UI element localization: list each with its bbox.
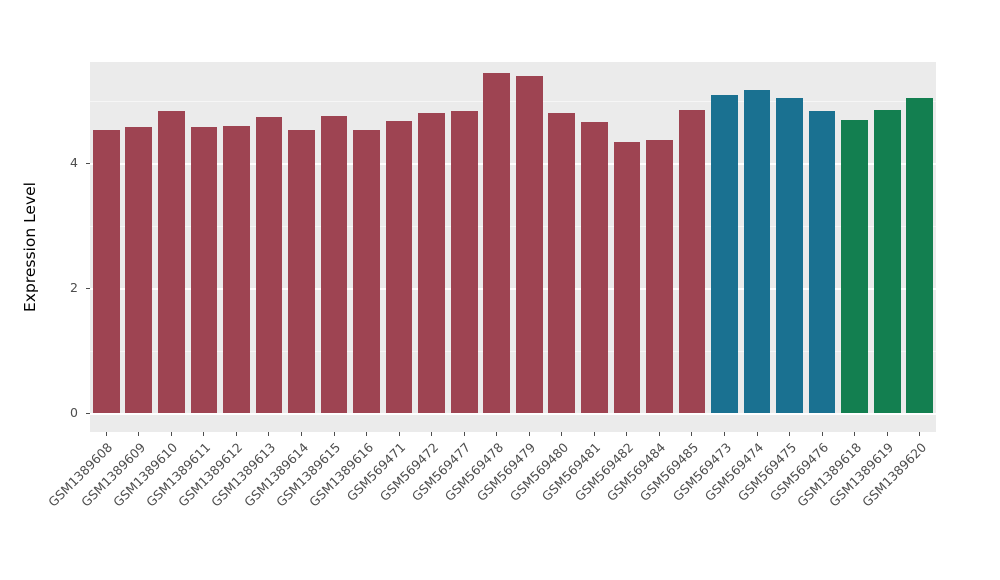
chart-bar bbox=[548, 113, 576, 414]
chart-bar bbox=[873, 110, 901, 414]
y-tick-label: 0 bbox=[70, 405, 78, 420]
chart-bar bbox=[92, 129, 120, 414]
chart-bar bbox=[808, 111, 836, 414]
chart-bar bbox=[515, 76, 543, 414]
chart-bar bbox=[776, 98, 803, 414]
x-tick-mark bbox=[398, 432, 400, 436]
x-axis: GSM1389608 GSM1389609 GSM1389610 GSM1389611… bbox=[45, 432, 936, 580]
chart-bar bbox=[158, 111, 185, 414]
x-tick-mark bbox=[854, 432, 856, 436]
x-tick-mark bbox=[528, 432, 530, 436]
chart-bar bbox=[743, 89, 771, 414]
chart-bar bbox=[646, 140, 673, 414]
x-tick-mark bbox=[105, 432, 107, 436]
chart-bar bbox=[190, 127, 218, 414]
x-tick-mark bbox=[561, 432, 563, 436]
chart-bar bbox=[385, 121, 413, 414]
x-tick-mark bbox=[463, 432, 465, 436]
chart-bar bbox=[223, 126, 250, 414]
plot-panel bbox=[90, 62, 936, 432]
chart-bar bbox=[418, 113, 445, 414]
x-tick-mark bbox=[203, 432, 205, 436]
x-tick-mark bbox=[366, 432, 368, 436]
chart-bar bbox=[678, 109, 706, 414]
chart-bar bbox=[613, 142, 641, 414]
chart-bar bbox=[581, 122, 608, 414]
x-tick-mark bbox=[789, 432, 791, 436]
major-gridline bbox=[90, 163, 936, 165]
y-tick-label: 4 bbox=[70, 155, 78, 170]
chart-bar bbox=[320, 116, 348, 414]
chart-bar bbox=[711, 94, 738, 414]
major-gridline bbox=[90, 288, 936, 290]
x-tick-mark bbox=[268, 432, 270, 436]
x-tick-mark bbox=[626, 432, 628, 436]
y-tick-mark bbox=[86, 287, 90, 289]
chart-bar bbox=[483, 73, 511, 414]
chart-bar bbox=[841, 120, 868, 414]
minor-gridline bbox=[90, 100, 936, 102]
x-tick-mark bbox=[724, 432, 725, 436]
x-tick-mark bbox=[658, 432, 660, 436]
minor-gridline bbox=[90, 225, 936, 227]
x-tick-mark bbox=[593, 432, 595, 436]
chart-bar bbox=[450, 111, 478, 414]
x-tick-mark bbox=[170, 432, 172, 436]
chart-bar bbox=[125, 127, 153, 414]
x-tick-mark bbox=[333, 432, 335, 436]
y-tick-mark bbox=[86, 412, 90, 414]
y-tick-label: 2 bbox=[70, 280, 78, 295]
chart-bar bbox=[255, 117, 283, 414]
chart-bar bbox=[906, 98, 934, 414]
x-tick-mark bbox=[691, 432, 693, 436]
x-tick-mark bbox=[821, 432, 823, 436]
chart-bar bbox=[353, 129, 380, 414]
x-tick-mark bbox=[496, 432, 498, 436]
x-tick-mark bbox=[756, 432, 758, 436]
chart-bar bbox=[288, 129, 315, 414]
x-tick-mark bbox=[431, 432, 433, 436]
minor-gridline bbox=[90, 350, 936, 352]
major-gridline bbox=[90, 413, 936, 415]
x-tick-mark bbox=[301, 432, 302, 436]
x-tick-mark bbox=[886, 432, 888, 436]
y-tick-mark bbox=[86, 162, 90, 164]
x-tick-mark bbox=[138, 432, 140, 436]
x-tick-mark bbox=[919, 432, 921, 436]
x-tick-mark bbox=[235, 432, 237, 436]
y-axis: 0 2 4 bbox=[0, 62, 90, 432]
